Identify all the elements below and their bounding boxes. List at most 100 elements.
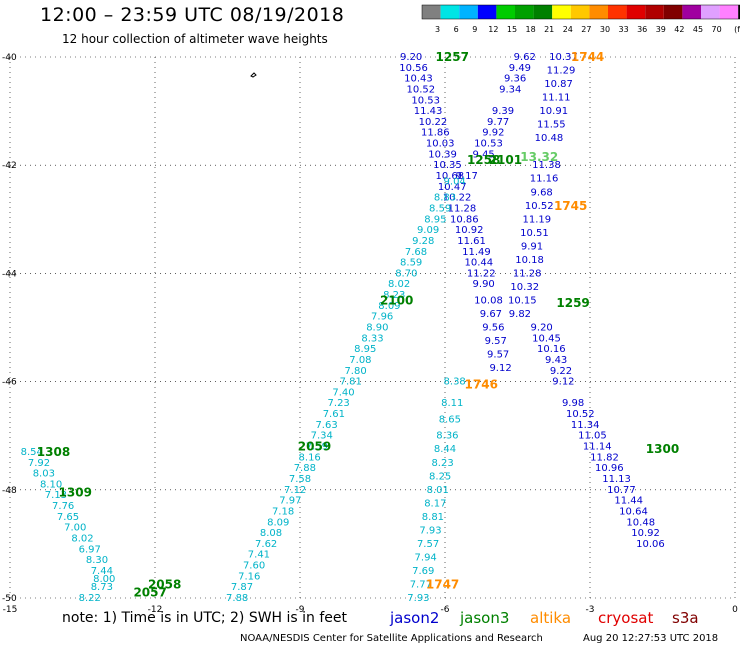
y-tick-label: -50 xyxy=(2,594,17,604)
pass-time-label: 2101 xyxy=(489,153,522,167)
wave-height-value: 7.93 xyxy=(419,525,441,536)
wave-height-value: 7.57 xyxy=(417,539,439,550)
pass-time-label: 1300 xyxy=(646,442,679,456)
color-swatch xyxy=(515,5,534,19)
y-tick-label: -48 xyxy=(2,486,17,496)
wave-height-value: 7.58 xyxy=(289,474,311,485)
wave-height-value: 11.44 xyxy=(614,496,643,507)
wave-height-value: 10.53 xyxy=(411,95,440,106)
legend-jason3: jason3 xyxy=(460,609,509,627)
wave-height-value: 8.11 xyxy=(441,398,463,409)
wave-height-value: 7.96 xyxy=(371,312,393,323)
wave-height-value: 11.29 xyxy=(547,66,576,77)
wave-height-value: 7.16 xyxy=(238,571,260,582)
wave-height-value: 7.18 xyxy=(272,506,294,517)
wave-height-value: 7.88 xyxy=(226,593,248,604)
wave-height-value: 9.22 xyxy=(550,366,572,377)
legend-cryosat: cryosat xyxy=(598,609,653,627)
pass-time-label: 1746 xyxy=(465,377,498,391)
wave-height-value: 10.48 xyxy=(535,133,564,144)
wave-height-value: 8.01 xyxy=(427,485,449,496)
wave-height-value: 7.65 xyxy=(57,512,79,523)
wave-height-value: 10.32 xyxy=(510,282,539,293)
wave-height-value: 10.03 xyxy=(426,139,455,150)
wave-height-value: 7.81 xyxy=(340,377,362,388)
colorbar-label: 30 xyxy=(600,25,610,34)
wave-height-value: 8.33 xyxy=(361,333,383,344)
wave-height-value: 8.95 xyxy=(354,344,376,355)
y-tick-label: -40 xyxy=(2,53,17,63)
colorbar-label: 27 xyxy=(581,25,591,34)
wave-height-value: 7.61 xyxy=(323,409,345,420)
wave-height-value: 8.70 xyxy=(395,268,417,279)
color-swatch xyxy=(571,5,590,19)
pass-time-label: 1309 xyxy=(59,486,92,500)
colorbar-label: 70 xyxy=(712,25,722,34)
wave-height-value: 7.76 xyxy=(52,501,74,512)
wave-height-value: 11.55 xyxy=(537,120,566,131)
color-swatch xyxy=(664,5,683,19)
legend-altika: altika xyxy=(530,609,571,627)
wave-height-value: 7.41 xyxy=(248,550,270,561)
color-swatch xyxy=(422,5,441,19)
wave-height-value: 8.81 xyxy=(422,512,444,523)
wave-height-value: 11.82 xyxy=(590,452,619,463)
wave-height-value: 8.44 xyxy=(434,444,456,455)
wave-height-value: 9.12 xyxy=(552,377,574,388)
wave-height-value: 8.02 xyxy=(71,533,93,544)
wave-height-value: 10.35 xyxy=(433,160,462,171)
wave-height-value: 11.28 xyxy=(448,203,477,214)
color-swatch xyxy=(682,5,701,19)
wave-height-value: 10.51 xyxy=(520,228,549,239)
wave-height-value: 9.90 xyxy=(473,279,495,290)
pass-time-label: 1744 xyxy=(571,50,604,64)
pass-time-label: 1257 xyxy=(436,50,469,64)
wave-height-value: 8.90 xyxy=(366,323,388,334)
color-swatch xyxy=(720,5,739,19)
colorbar-label: 3 xyxy=(435,25,440,34)
wave-height-value: 8.22 xyxy=(79,593,101,604)
wave-height-value: 8.83 xyxy=(434,193,456,204)
wave-height-value: 10.39 xyxy=(428,149,457,160)
wave-height-value: 10.96 xyxy=(595,463,624,474)
colorbar-label: 21 xyxy=(544,25,554,34)
wave-height-value: 7.87 xyxy=(231,582,253,593)
page-title: 12:00 – 23:59 UTC 08/19/2018 xyxy=(40,4,344,26)
wave-height-value: 7.92 xyxy=(28,458,50,469)
wave-height-value: 10.52 xyxy=(407,84,436,95)
wave-height-value: 10.92 xyxy=(631,528,660,539)
color-swatch xyxy=(496,5,515,19)
wave-height-value: 9.34 xyxy=(499,84,521,95)
wave-height-value: 10.22 xyxy=(419,117,448,128)
island-marker xyxy=(251,73,256,77)
wave-height-value: 10.43 xyxy=(404,74,433,85)
colorbar-label: 36 xyxy=(637,25,647,34)
wave-height-value: 8.25 xyxy=(429,471,451,482)
color-swatch xyxy=(701,5,720,19)
x-tick-label: -3 xyxy=(586,605,595,615)
x-tick-label: 0 xyxy=(732,605,738,615)
color-swatch xyxy=(645,5,664,19)
wave-height-value: 9.91 xyxy=(521,241,543,252)
wave-height-value: 9.92 xyxy=(482,128,504,139)
y-tick-label: -46 xyxy=(2,378,17,388)
wave-height-value: 7.08 xyxy=(349,355,371,366)
wave-height-value: 10.77 xyxy=(607,485,636,496)
colorbar-label: 12 xyxy=(488,25,498,34)
colorbar-label: 42 xyxy=(674,25,684,34)
wave-height-value: 11.19 xyxy=(523,214,552,225)
pass-time-label: 13.32 xyxy=(520,150,558,164)
pass-time-label: 2059 xyxy=(298,440,331,454)
wave-height-value: 7.97 xyxy=(279,496,301,507)
wave-height-value: 10.06 xyxy=(636,539,665,550)
wave-height-tracks: 9.2010.5610.4310.5210.5311.4310.2211.861… xyxy=(21,52,665,604)
legend-s3a: s3a xyxy=(672,609,699,627)
pass-time-label: 1745 xyxy=(554,199,587,213)
track-e: 9.2010.4510.169.439.229.129.9810.5211.34… xyxy=(531,323,665,550)
wave-height-value: 11.43 xyxy=(414,106,443,117)
color-swatch xyxy=(534,5,553,19)
colorbar-label: 15 xyxy=(507,25,517,34)
wave-height-value: 7.93 xyxy=(407,593,429,604)
page-subtitle: 12 hour collection of altimeter wave hei… xyxy=(62,32,328,46)
